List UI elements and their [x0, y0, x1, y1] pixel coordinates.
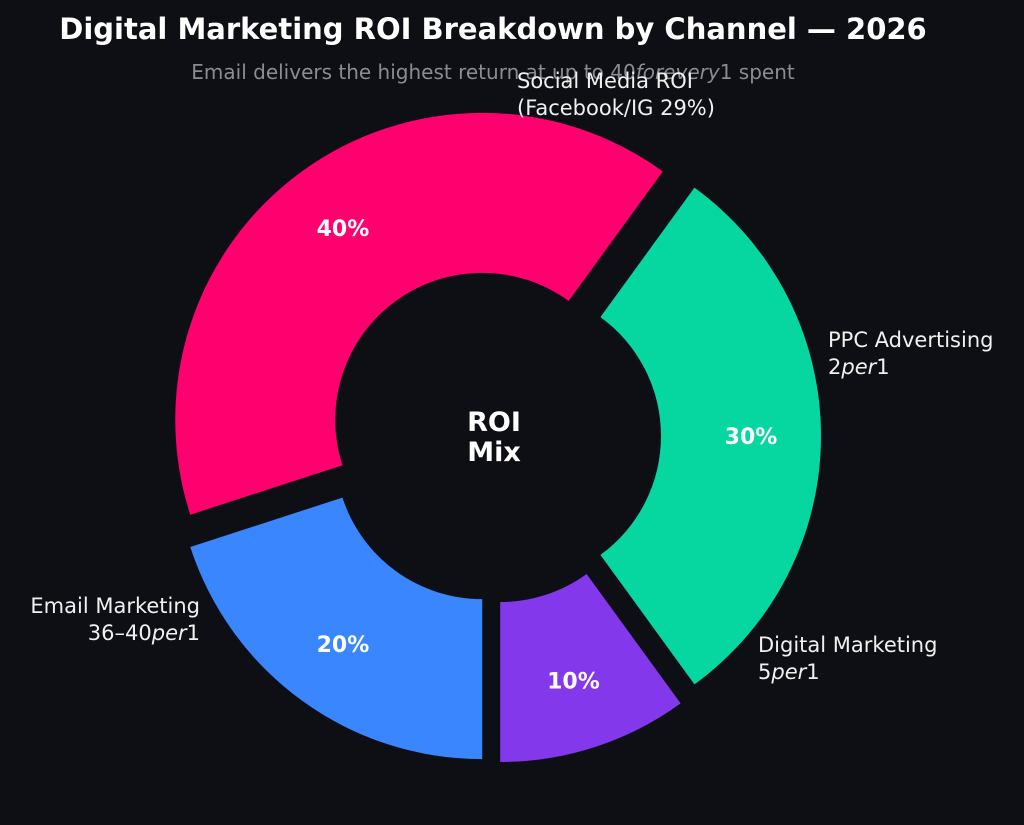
slice-category-label: Digital Marketing 5per1: [758, 633, 937, 684]
pie-slice-social-media-roi: [600, 187, 821, 685]
pie-slices: [175, 112, 821, 763]
center-label-line: Mix: [467, 437, 521, 468]
center-label-line: ROI: [467, 407, 521, 438]
pie-slice-digital-marketing: [190, 497, 483, 760]
pie-slice-ppc-advertising: [500, 573, 681, 763]
pie-slice-email-marketing: [175, 112, 663, 515]
slice-value-labels: 30% 10% 20% 40%: [317, 217, 778, 694]
slice-category-labels: Social Media ROI (Facebook/IG 29%) PPC Adv…: [30, 69, 993, 684]
slice-value-label: 10%: [547, 669, 600, 694]
slice-value-label: 40%: [317, 217, 370, 242]
chart-subtitle: Email delivers the highest return at up …: [191, 60, 795, 84]
slice-value-label: 30%: [725, 425, 778, 450]
slice-category-label: PPC Advertising 2per1: [828, 328, 993, 379]
slice-category-label: Social Media ROI (Facebook/IG 29%): [517, 69, 715, 120]
chart-title: Digital Marketing ROI Breakdown by Chann…: [59, 12, 926, 46]
slice-value-label: 20%: [317, 633, 370, 658]
slice-category-label: Email Marketing 36–40per1: [30, 594, 200, 645]
